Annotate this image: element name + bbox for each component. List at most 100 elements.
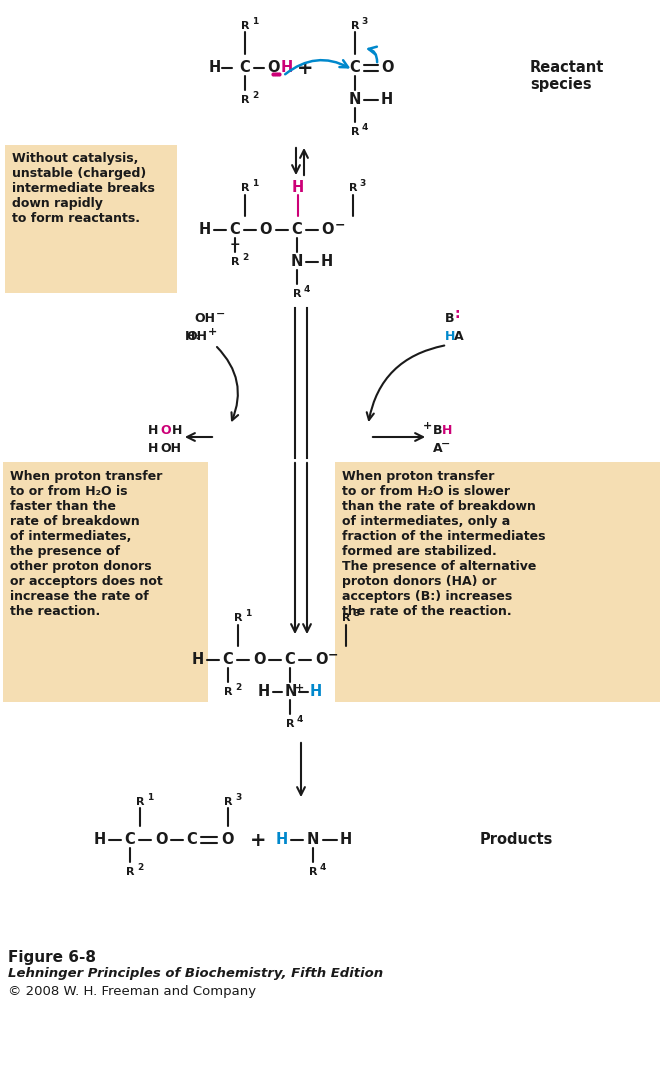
Text: C: C: [186, 832, 198, 847]
Text: C: C: [223, 653, 233, 668]
Text: −: −: [335, 218, 345, 232]
Text: +: +: [423, 421, 432, 431]
Text: When proton transfer
to or from H₂O is
faster than the
rate of breakdown
of inte: When proton transfer to or from H₂O is f…: [10, 470, 162, 618]
FancyBboxPatch shape: [5, 145, 177, 293]
Text: A: A: [454, 330, 463, 343]
Text: When proton transfer
to or from H₂O is slower
than the rate of breakdown
of inte: When proton transfer to or from H₂O is s…: [342, 470, 546, 618]
Text: C: C: [229, 222, 241, 237]
Text: Without catalysis,
unstable (charged)
intermediate breaks
down rapidly
to form r: Without catalysis, unstable (charged) in…: [12, 153, 155, 224]
Text: H: H: [199, 222, 211, 237]
Text: R: R: [234, 613, 242, 623]
Text: −: −: [328, 649, 338, 662]
Text: B: B: [445, 311, 455, 324]
Text: 3: 3: [360, 179, 366, 189]
Text: 3: 3: [235, 794, 241, 802]
Text: H: H: [340, 832, 352, 847]
Text: N: N: [307, 832, 319, 847]
Text: +: +: [294, 683, 304, 693]
FancyBboxPatch shape: [335, 462, 660, 702]
Text: 1: 1: [147, 794, 153, 802]
Text: H: H: [281, 60, 293, 75]
Text: 2: 2: [252, 91, 258, 101]
Text: H: H: [321, 255, 333, 270]
Text: H: H: [94, 832, 106, 847]
Text: N: N: [285, 684, 297, 699]
Text: R: R: [349, 183, 357, 193]
Text: O: O: [253, 653, 265, 668]
Text: R: R: [351, 127, 359, 137]
Text: 2: 2: [242, 253, 248, 262]
Text: R: R: [293, 289, 301, 299]
Text: +: +: [297, 58, 313, 77]
Text: R: R: [241, 95, 249, 105]
Text: H: H: [292, 180, 304, 195]
Text: R: R: [341, 613, 350, 623]
Text: C: C: [292, 222, 302, 237]
Text: OH: OH: [186, 330, 207, 343]
Text: 1: 1: [245, 610, 251, 619]
Text: R: R: [286, 719, 294, 729]
Text: R: R: [126, 867, 134, 877]
Text: +: +: [208, 326, 217, 337]
Text: H: H: [258, 684, 270, 699]
Text: :: :: [454, 307, 459, 321]
Text: R: R: [351, 21, 359, 31]
Text: 2: 2: [235, 683, 241, 693]
Text: O: O: [260, 222, 272, 237]
Text: H: H: [148, 423, 158, 436]
Text: Lehninger Principles of Biochemistry, Fifth Edition: Lehninger Principles of Biochemistry, Fi…: [8, 967, 383, 979]
Text: 2: 2: [137, 863, 143, 872]
Text: H: H: [172, 423, 182, 436]
Text: R: R: [241, 21, 249, 31]
Text: O: O: [322, 222, 334, 237]
Text: 3: 3: [362, 17, 368, 27]
Text: C: C: [284, 653, 296, 668]
Text: O: O: [268, 60, 280, 75]
Text: OH: OH: [160, 441, 181, 454]
Text: −: −: [441, 439, 450, 449]
Text: O: O: [221, 832, 233, 847]
Text: species: species: [530, 77, 591, 92]
Text: R: R: [309, 867, 318, 877]
Text: R: R: [223, 797, 232, 807]
Text: O: O: [154, 832, 167, 847]
Text: N: N: [291, 255, 303, 270]
FancyBboxPatch shape: [3, 462, 208, 702]
Text: +: +: [250, 830, 267, 850]
Text: Figure 6-8: Figure 6-8: [8, 950, 96, 966]
Text: © 2008 W. H. Freeman and Company: © 2008 W. H. Freeman and Company: [8, 985, 256, 998]
Text: R: R: [136, 797, 145, 807]
Text: R: R: [231, 257, 239, 267]
Text: ₂: ₂: [196, 331, 200, 342]
Text: Products: Products: [480, 832, 554, 847]
Text: O: O: [315, 653, 328, 668]
Text: H: H: [442, 423, 452, 436]
Text: B: B: [433, 423, 442, 436]
Text: OH: OH: [194, 311, 215, 324]
Text: R: R: [223, 687, 232, 697]
Text: Reactant: Reactant: [530, 60, 605, 75]
Text: H: H: [148, 441, 158, 454]
Text: 4: 4: [297, 715, 303, 725]
Text: H: H: [381, 92, 393, 107]
Text: H: H: [445, 330, 455, 343]
Text: O: O: [160, 423, 170, 436]
Text: H: H: [276, 832, 288, 847]
Text: H: H: [209, 60, 221, 75]
Text: 4: 4: [304, 286, 310, 294]
Text: O: O: [382, 60, 394, 75]
Text: 3: 3: [353, 610, 359, 619]
Text: H: H: [184, 330, 195, 343]
Text: C: C: [239, 60, 251, 75]
Text: 4: 4: [320, 863, 326, 872]
Text: N: N: [349, 92, 361, 107]
Text: C: C: [349, 60, 361, 75]
Text: 1: 1: [252, 17, 258, 27]
Text: −: −: [216, 309, 225, 319]
Text: R: R: [241, 183, 249, 193]
Text: A: A: [433, 441, 443, 454]
Text: C: C: [125, 832, 135, 847]
Text: H: H: [310, 684, 322, 699]
Text: 1: 1: [252, 179, 258, 189]
Text: H: H: [192, 653, 204, 668]
